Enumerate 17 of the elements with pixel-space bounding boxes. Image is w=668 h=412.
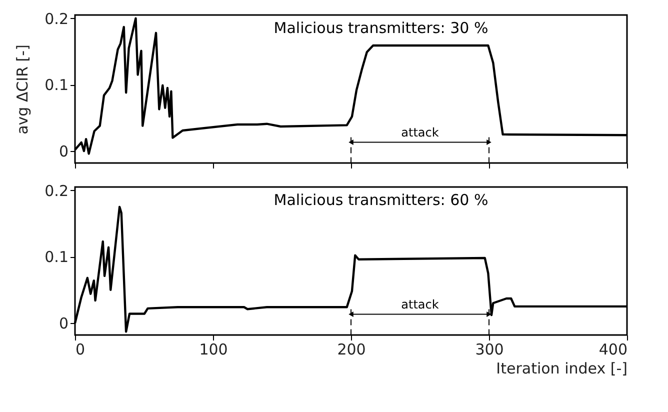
y-tick-label: 0.1 [44, 248, 68, 266]
x-axis-title: Iteration index [-] [496, 360, 628, 378]
y-axis-title: avg ΔCIR [-] [14, 44, 32, 134]
y-tick-label: 0 [58, 142, 68, 161]
y-tick-label: 0.2 [44, 182, 68, 200]
y-tick-label: 0.2 [44, 10, 68, 28]
annotation: attack [401, 125, 439, 140]
annotation: attack [401, 297, 439, 312]
x-tick-label: 100 [199, 340, 228, 358]
y-tick-label: 0.1 [44, 76, 68, 94]
x-tick-label: 300 [475, 340, 504, 358]
x-tick-label: 200 [337, 340, 366, 358]
annotation: Malicious transmitters: 60 % [274, 191, 488, 209]
y-tick-label: 0 [58, 314, 68, 333]
x-tick-label: 0 [76, 340, 86, 358]
annotation: Malicious transmitters: 30 % [274, 19, 488, 37]
x-tick-label: 400 [598, 340, 628, 358]
